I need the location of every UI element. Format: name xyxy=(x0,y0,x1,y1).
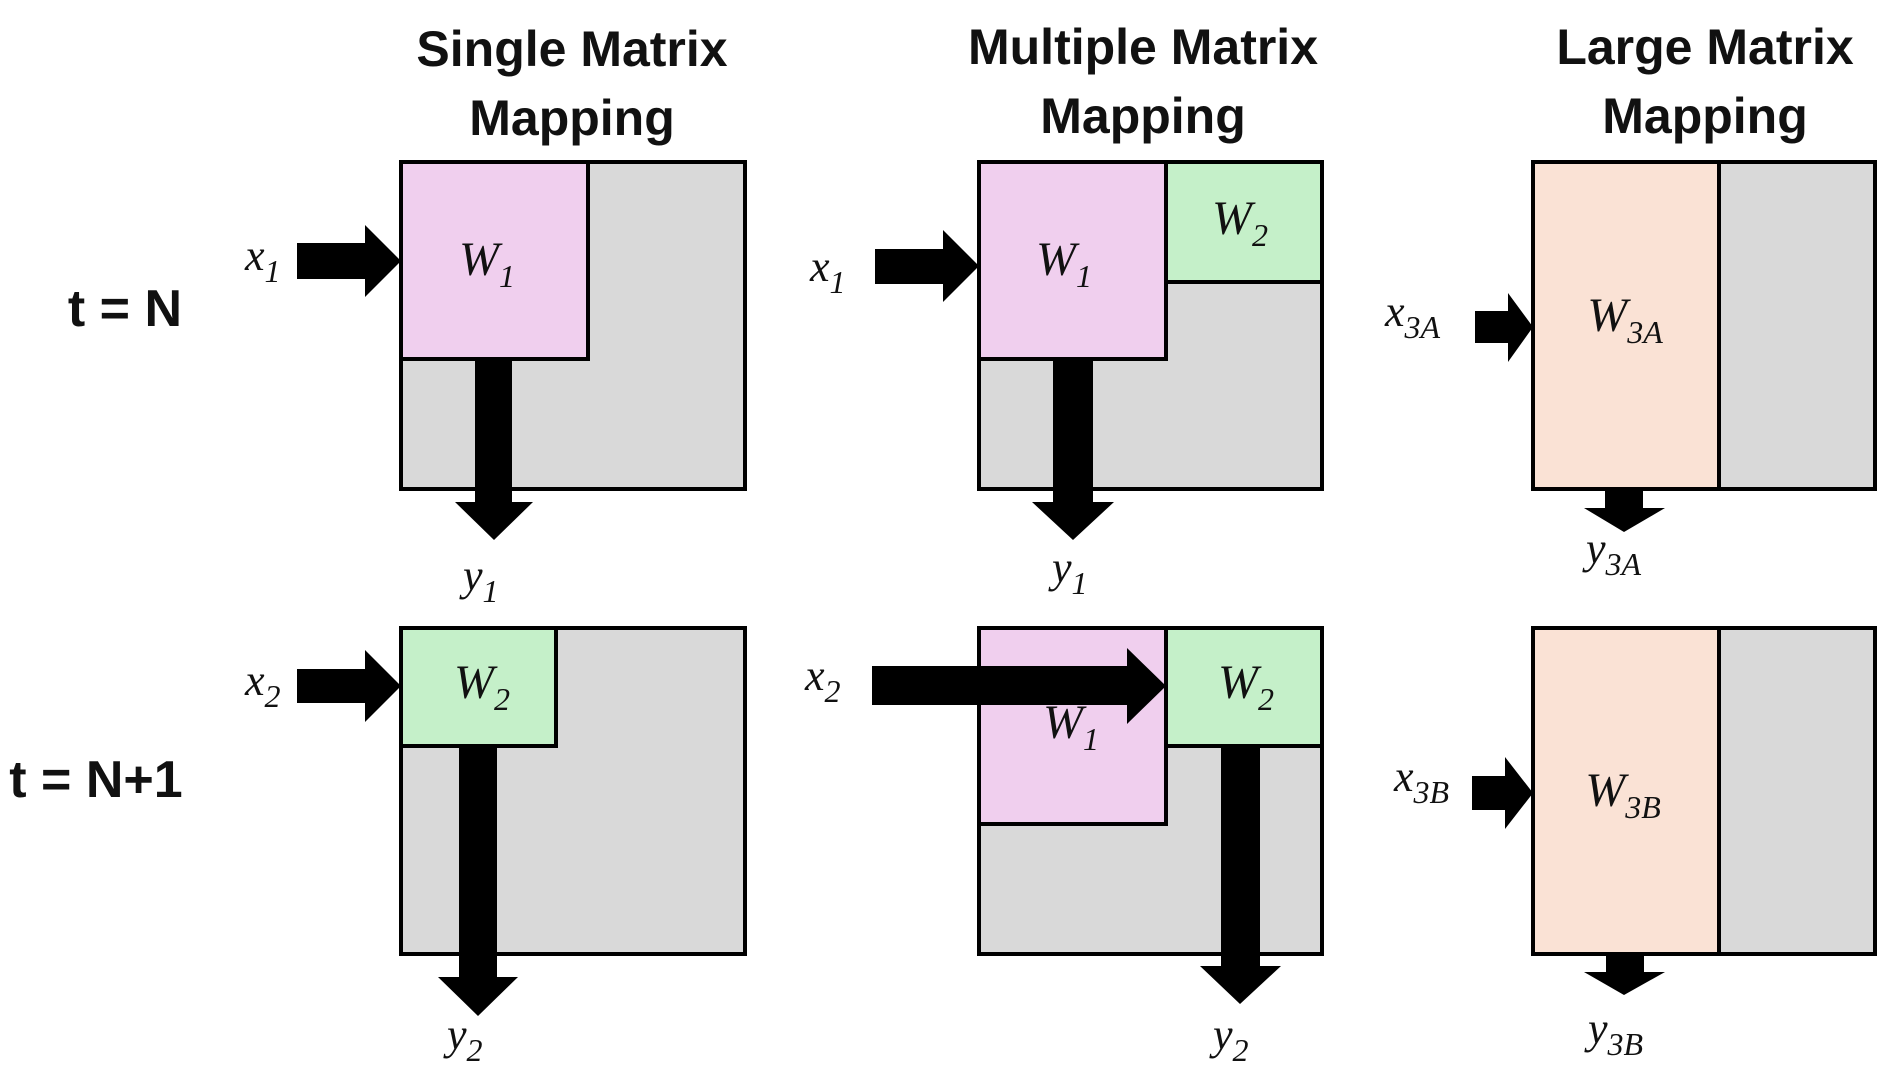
single-array-top: W1 x1 y1 xyxy=(244,160,747,609)
w1-label: W1 xyxy=(459,233,515,294)
w3b-label: W3B xyxy=(1585,764,1661,825)
y2-label: y2 xyxy=(1209,1010,1249,1068)
y2-label: y2 xyxy=(443,1010,483,1068)
w2-label: W2 xyxy=(1218,656,1274,717)
input-arrow-x3a xyxy=(1475,293,1533,362)
w2-block xyxy=(399,626,558,748)
w3b-block xyxy=(1531,626,1721,956)
x3a-label: x3A xyxy=(1384,287,1441,345)
output-arrow-y1 xyxy=(455,359,533,540)
title-large-line1: Large Matrix xyxy=(1556,19,1854,75)
input-arrow-x1 xyxy=(875,230,979,302)
multiple-array-top: W1 W2 x1 y1 xyxy=(809,160,1324,601)
x1-label: x1 xyxy=(809,242,846,300)
y3b-label: y3B xyxy=(1584,1004,1643,1062)
output-arrow-y1 xyxy=(1032,359,1114,540)
output-arrow-y3b xyxy=(1584,954,1665,995)
input-arrow-x2 xyxy=(872,648,1166,724)
w3a-label: W3A xyxy=(1587,289,1663,350)
large-array-top: W3A x3A y3A xyxy=(1384,160,1877,582)
output-arrow-y2 xyxy=(1200,746,1281,1004)
title-single-line2: Mapping xyxy=(469,90,675,146)
input-arrow-x2 xyxy=(297,650,401,722)
w2-label: W2 xyxy=(1212,192,1268,253)
y3a-label: y3A xyxy=(1582,524,1642,582)
row-label-t-n: t = N xyxy=(68,280,182,338)
input-arrow-x1 xyxy=(297,225,401,297)
large-array-bottom: W3B x3B y3B xyxy=(1393,626,1877,1062)
row-label-t-n1: t = N+1 xyxy=(9,751,182,809)
output-arrow-y3a xyxy=(1584,489,1665,532)
single-array-bottom: W2 x2 y2 xyxy=(244,626,747,1068)
y1-label: y1 xyxy=(459,551,499,609)
w3a-block xyxy=(1531,160,1721,491)
input-arrow-x3b xyxy=(1472,757,1533,829)
w1-block xyxy=(977,160,1168,361)
title-multiple-line2: Mapping xyxy=(1040,88,1246,144)
title-large-line2: Mapping xyxy=(1602,88,1808,144)
w2-label: W2 xyxy=(454,656,510,717)
x2-label: x2 xyxy=(804,651,841,709)
output-arrow-y2 xyxy=(438,746,518,1016)
title-multiple-line1: Multiple Matrix xyxy=(968,19,1318,75)
title-single-line1: Single Matrix xyxy=(416,21,727,77)
multiple-array-bottom: W1 W2 x2 y2 xyxy=(804,626,1324,1068)
w2-block xyxy=(1164,160,1324,284)
x1-label: x1 xyxy=(244,231,281,289)
x3b-label: x3B xyxy=(1393,752,1449,810)
w2-block xyxy=(1164,626,1324,748)
x2-label: x2 xyxy=(244,656,281,714)
y1-label: y1 xyxy=(1048,543,1088,601)
w1-block xyxy=(399,160,590,361)
w1-label: W1 xyxy=(1036,233,1092,294)
